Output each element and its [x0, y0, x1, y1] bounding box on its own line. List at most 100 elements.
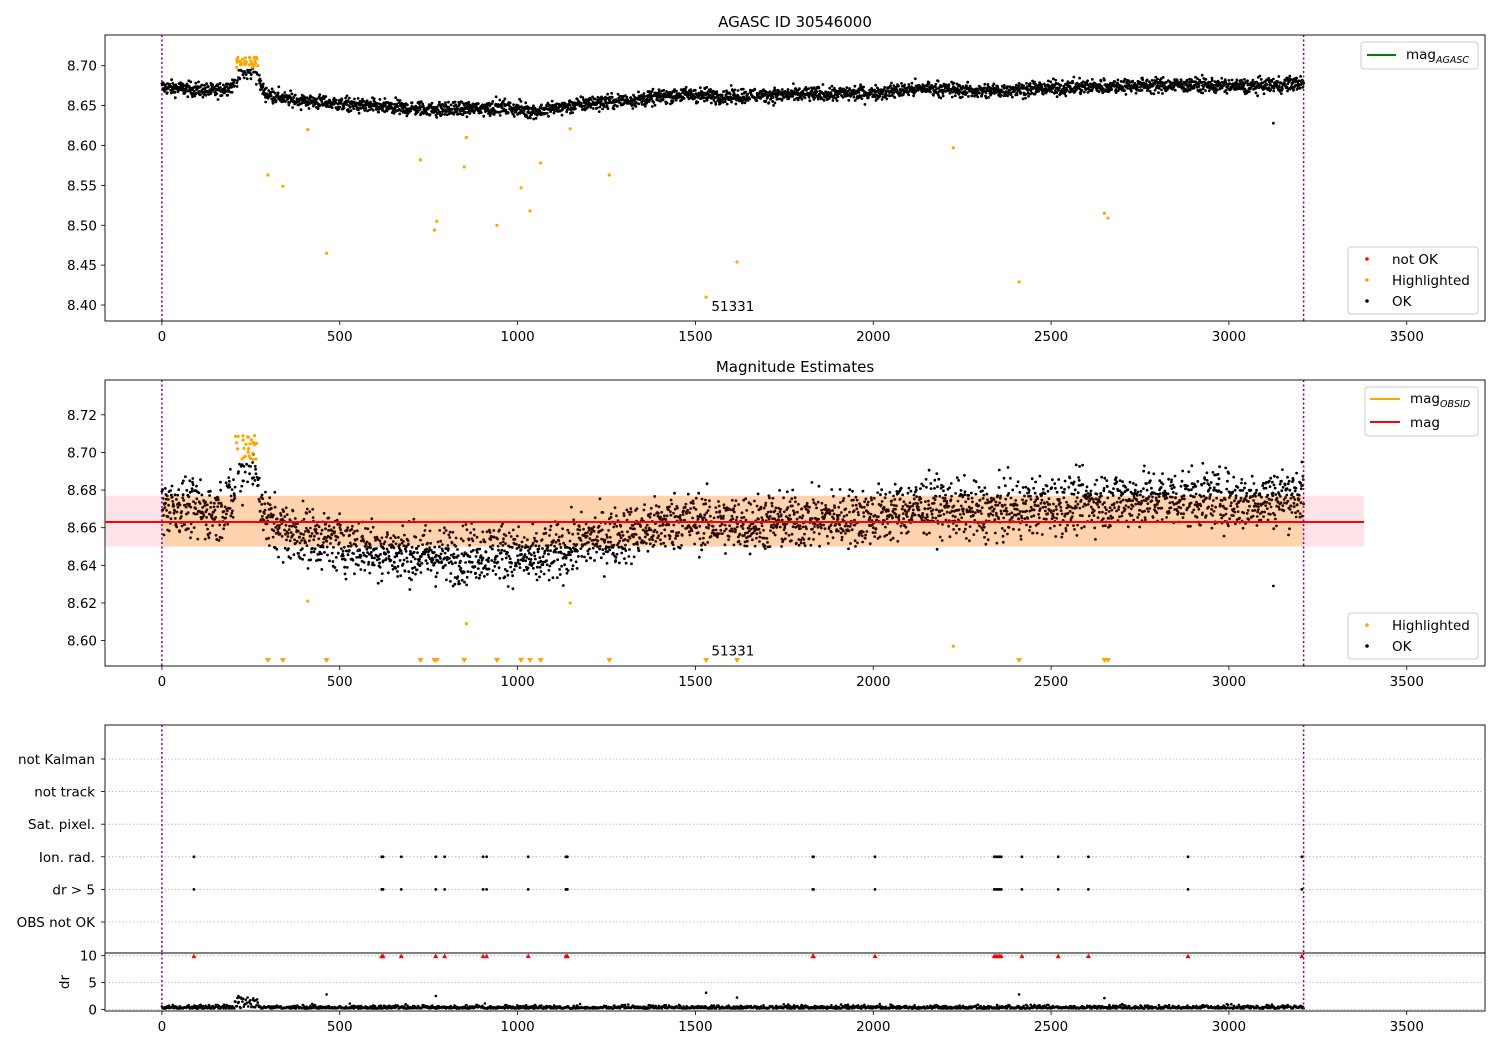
ok-point — [364, 106, 368, 110]
ok-point — [444, 563, 447, 567]
ok-point — [204, 523, 208, 527]
ok-point — [667, 523, 671, 527]
ok-point — [663, 514, 666, 518]
ok-point — [1050, 90, 1054, 94]
ok-point — [492, 535, 496, 539]
ok-point — [1200, 81, 1204, 84]
ok-point — [355, 556, 359, 559]
ok-point — [378, 539, 382, 543]
ok-point — [425, 562, 429, 565]
ok-point — [609, 512, 613, 516]
ok-point — [254, 467, 257, 471]
ok-point — [780, 98, 784, 102]
ok-point — [435, 116, 439, 119]
ok-point — [540, 538, 544, 542]
ok-point — [480, 571, 484, 574]
ok-point — [498, 114, 502, 117]
ok-point — [507, 531, 511, 535]
ok-point — [983, 82, 987, 86]
ok-point — [624, 543, 627, 547]
ok-point — [1090, 78, 1094, 81]
ok-point — [960, 95, 964, 99]
ok-point — [305, 507, 309, 511]
ok-point — [1082, 90, 1086, 94]
ok-point — [398, 559, 402, 562]
ok-point — [617, 545, 621, 549]
ok-point — [208, 531, 212, 535]
ok-point — [429, 569, 433, 572]
ok-point — [236, 79, 239, 82]
ok-point — [378, 98, 382, 101]
ok-point — [575, 543, 579, 546]
ok-point — [182, 479, 185, 483]
ok-point — [463, 580, 466, 584]
ok-point — [205, 82, 209, 85]
ok-point — [558, 568, 561, 571]
ok-point — [369, 546, 372, 550]
ok-point — [517, 525, 520, 529]
ok-point — [652, 101, 656, 104]
ok-point — [560, 534, 564, 537]
ok-point — [1140, 88, 1144, 92]
ok-point — [249, 465, 253, 468]
ok-point — [569, 111, 572, 115]
ok-point — [470, 560, 474, 564]
ok-point — [403, 533, 406, 537]
ok-point — [426, 567, 430, 571]
ok-point — [175, 510, 179, 514]
ok-point — [282, 510, 286, 513]
ok-point — [434, 553, 438, 557]
ok-point — [512, 568, 516, 571]
ok-point — [467, 538, 471, 542]
y-tick-label: 8.70 — [67, 445, 97, 461]
ok-point — [538, 109, 542, 113]
ok-point — [831, 99, 835, 102]
ok-point — [513, 538, 517, 541]
ok-point — [337, 541, 341, 544]
ok-point — [319, 103, 322, 107]
ok-point — [334, 556, 338, 559]
ok-point — [360, 100, 364, 103]
ok-point — [454, 536, 458, 540]
ok-point — [307, 530, 311, 534]
ok-point — [348, 105, 352, 109]
highlighted-point — [253, 61, 257, 65]
ok-point — [426, 553, 430, 557]
ok-point — [653, 495, 657, 498]
ok-point — [967, 95, 970, 98]
ok-point — [618, 534, 622, 537]
ok-point — [893, 96, 897, 99]
ok-point — [444, 101, 447, 104]
ok-point — [289, 556, 292, 560]
ok-point — [500, 105, 504, 108]
ok-point — [336, 551, 340, 555]
ok-point — [474, 104, 478, 108]
ok-point — [371, 108, 375, 112]
ok-point — [1126, 86, 1129, 90]
ok-point — [976, 95, 980, 99]
ok-point — [394, 536, 397, 539]
ok-point — [529, 560, 532, 564]
ok-point — [461, 524, 465, 528]
ok-point — [470, 109, 474, 113]
ok-point — [163, 90, 167, 93]
highlighted-point — [1017, 280, 1021, 284]
ok-point — [1134, 91, 1138, 95]
ok-point — [549, 543, 553, 547]
ok-point — [556, 522, 560, 526]
ok-point — [733, 94, 737, 98]
ok-point — [287, 547, 290, 550]
ok-point — [418, 564, 422, 568]
ok-point — [712, 98, 716, 102]
ok-point — [622, 514, 626, 518]
ok-point — [355, 537, 359, 541]
ok-point — [583, 555, 586, 559]
ok-point — [733, 88, 737, 92]
ok-point — [490, 102, 494, 105]
ok-point — [216, 98, 220, 101]
ok-point — [246, 480, 250, 484]
ok-point — [238, 77, 242, 81]
ok-point — [288, 101, 292, 104]
ok-point — [684, 85, 688, 89]
ok-point — [651, 87, 655, 91]
